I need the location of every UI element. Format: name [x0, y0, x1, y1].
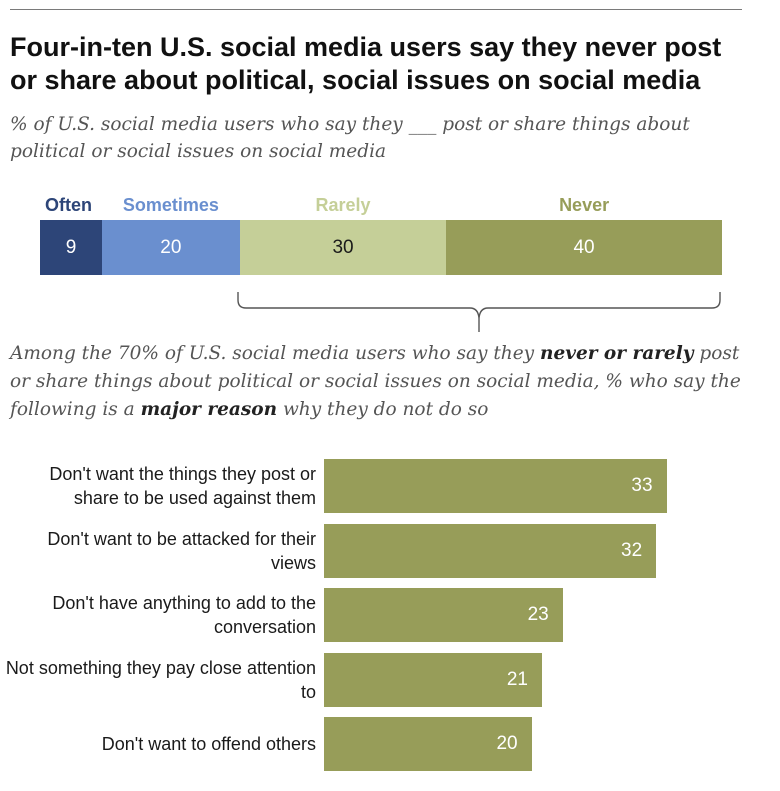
- reason-value: 32: [621, 539, 643, 561]
- stacked-value-often: 9: [65, 236, 77, 258]
- reason-label: Don't have anything to add to the conver…: [52, 593, 316, 637]
- reason-value: 21: [506, 668, 528, 690]
- stacked-segment-rarely: 30: [239, 220, 447, 275]
- reason-label: Don't want to be attacked for their view…: [47, 528, 316, 573]
- stacked-value-sometimes: 20: [160, 236, 182, 258]
- stacked-value-never: 40: [573, 236, 595, 258]
- reason-bar: [324, 523, 657, 578]
- reason-bar: [324, 652, 542, 707]
- reason-label: Don't want to offend others: [101, 734, 316, 754]
- reason-bar: [324, 588, 563, 642]
- legend-label-rarely: Rarely: [315, 195, 371, 215]
- legend-label-often: Often: [45, 195, 92, 215]
- chart-title: Four-in-ten U.S. social media users say …: [10, 32, 722, 95]
- chart-subtitle-2: Among the 70% of U.S. social media users…: [10, 343, 741, 420]
- top-rule: [10, 9, 742, 10]
- reason-value: 23: [527, 604, 549, 625]
- reason-label: Don't want the things they post or share…: [49, 464, 316, 508]
- legend-label-never: Never: [559, 195, 610, 215]
- reason-bar: [324, 459, 667, 513]
- stacked-value-rarely: 30: [332, 236, 354, 258]
- chart-subtitle: % of U.S. social media users who say the…: [10, 114, 690, 162]
- stacked-segment-sometimes: 20: [101, 220, 240, 275]
- stacked-segment-often: 9: [40, 220, 102, 275]
- reason-label: Not something they pay close attention t…: [5, 657, 316, 702]
- reason-value: 20: [496, 733, 518, 754]
- bracket-connector: [237, 292, 721, 332]
- legend-label-sometimes: Sometimes: [122, 195, 219, 215]
- reason-value: 33: [631, 475, 653, 496]
- stacked-segment-never: 40: [446, 220, 722, 275]
- reason-bar: [324, 717, 532, 771]
